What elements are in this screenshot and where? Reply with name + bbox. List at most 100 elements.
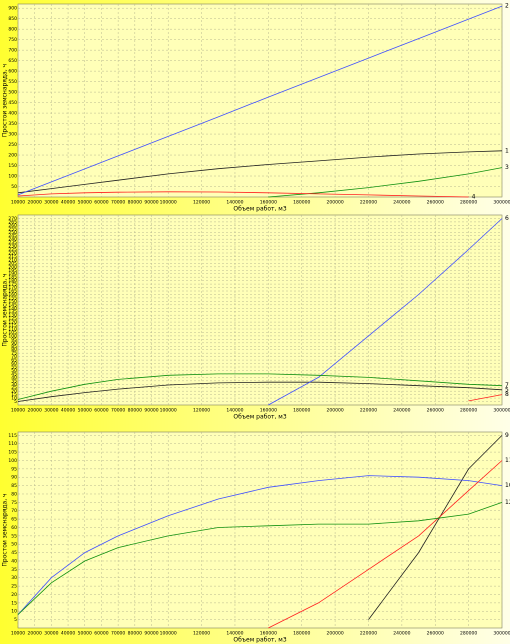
y-tick-label: 140 xyxy=(8,306,17,312)
x-tick-label: 300000 xyxy=(493,200,510,206)
x-tick-label: 200000 xyxy=(327,631,344,637)
x-tick-label: 10000 xyxy=(11,631,25,637)
x-tick-label: 140000 xyxy=(226,408,243,414)
y-tick-label: 200 xyxy=(8,264,17,270)
y-tick-label: 215 xyxy=(8,254,17,260)
y-tick-label: 900 xyxy=(8,6,17,12)
x-tick-label: 220000 xyxy=(360,408,377,414)
y-tick-label: 180 xyxy=(8,278,17,284)
x-tick-label: 120000 xyxy=(193,200,210,206)
x-tick-label: 120000 xyxy=(193,408,210,414)
x-tick-label: 50000 xyxy=(78,200,92,206)
series-line xyxy=(368,435,503,620)
y-tick-label: 5 xyxy=(14,617,17,623)
y-tick-label: 90 xyxy=(11,475,17,481)
y-tick-label: 115 xyxy=(8,323,17,329)
x-tick-label: 20000 xyxy=(28,408,42,414)
y-tick-label: 245 xyxy=(8,233,17,239)
x-tick-label: 60000 xyxy=(94,200,108,206)
series-line xyxy=(17,5,503,196)
y-tick-label: 35 xyxy=(11,378,17,384)
x-tick-label: 160000 xyxy=(260,631,277,637)
x-tick-label: 100000 xyxy=(160,631,177,637)
y-tick-label: 10 xyxy=(11,396,17,402)
x-tick-label: 100000 xyxy=(160,408,177,414)
x-tick-label: 80000 xyxy=(128,631,142,637)
series-label: 7 xyxy=(505,382,509,389)
y-tick-label: 115 xyxy=(8,433,17,439)
series-line xyxy=(468,394,503,402)
y-tick-label: 45 xyxy=(11,550,17,556)
y-tick-label: 110 xyxy=(8,441,17,447)
x-tick-label: 30000 xyxy=(44,408,58,414)
y-tick-label: 220 xyxy=(8,251,17,257)
x-tick-label: 30000 xyxy=(44,200,58,206)
y-tick-label: 230 xyxy=(8,244,17,250)
y-tick-label: 10 xyxy=(11,609,17,615)
y-tick-label: 700 xyxy=(8,48,17,54)
y-tick-label: 80 xyxy=(11,491,17,497)
y-tick-label: 175 xyxy=(8,282,17,288)
y-tick-label: 250 xyxy=(8,230,17,236)
x-tick-label: 280000 xyxy=(460,631,477,637)
y-tick-label: 70 xyxy=(11,508,17,514)
x-tick-label: 90000 xyxy=(144,408,158,414)
y-tick-label: 165 xyxy=(8,289,17,295)
y-tick-label: 75 xyxy=(11,500,17,506)
y-tick-label: 5 xyxy=(14,399,17,405)
x-tick-label: 200000 xyxy=(327,408,344,414)
y-tick-label: 125 xyxy=(8,316,17,322)
series-label: 11 xyxy=(505,457,510,464)
y-tick-label: 100 xyxy=(8,458,17,464)
y-tick-label: 110 xyxy=(8,327,17,333)
y-tick-label: 25 xyxy=(11,385,17,391)
x-tick-label: 80000 xyxy=(128,408,142,414)
x-tick-label: 140000 xyxy=(226,200,243,206)
y-axis-title: Простои земснаряда, ч xyxy=(2,64,9,137)
y-tick-label: 105 xyxy=(8,330,17,336)
x-tick-label: 90000 xyxy=(144,200,158,206)
series-label: 9 xyxy=(505,432,509,439)
y-tick-label: 250 xyxy=(8,142,17,148)
y-tick-label: 55 xyxy=(11,533,17,539)
series-line xyxy=(17,191,469,198)
series-label: 4 xyxy=(472,194,476,201)
x-tick-label: 20000 xyxy=(28,631,42,637)
y-tick-label: 260 xyxy=(8,223,17,229)
x-tick-label: 70000 xyxy=(111,200,125,206)
x-tick-label: 10000 xyxy=(11,408,25,414)
y-tick-label: 120 xyxy=(8,320,17,326)
series-label: 6 xyxy=(505,215,509,222)
y-tick-label: 50 xyxy=(11,184,17,190)
y-tick-label: 100 xyxy=(8,174,17,180)
x-tick-label: 260000 xyxy=(427,408,444,414)
x-tick-label: 40000 xyxy=(61,631,75,637)
x-axis-title: Объем работ, м3 xyxy=(233,414,286,421)
x-tick-label: 300000 xyxy=(493,631,510,637)
x-tick-label: 240000 xyxy=(393,408,410,414)
x-tick-label: 50000 xyxy=(78,408,92,414)
y-tick-label: 350 xyxy=(8,121,17,127)
y-tick-label: 60 xyxy=(11,525,17,531)
y-tick-label: 210 xyxy=(8,257,17,263)
y-tick-label: 450 xyxy=(8,100,17,106)
y-tick-label: 130 xyxy=(8,313,17,319)
x-tick-label: 70000 xyxy=(111,631,125,637)
y-tick-label: 30 xyxy=(11,382,17,388)
y-tick-label: 70 xyxy=(11,354,17,360)
y-tick-label: 40 xyxy=(11,375,17,381)
y-tick-label: 100 xyxy=(8,333,17,339)
x-tick-label: 20000 xyxy=(28,200,42,206)
y-tick-label: 90 xyxy=(11,340,17,346)
series-line xyxy=(17,150,503,194)
y-tick-label: 45 xyxy=(11,371,17,377)
y-tick-label: 170 xyxy=(8,285,17,291)
series-line xyxy=(17,475,503,615)
y-tick-label: 160 xyxy=(8,292,17,298)
y-tick-label: 65 xyxy=(11,358,17,364)
y-tick-label: 550 xyxy=(8,79,17,85)
x-tick-label: 70000 xyxy=(111,408,125,414)
y-tick-label: 65 xyxy=(11,517,17,523)
x-tick-label: 140000 xyxy=(226,631,243,637)
x-tick-label: 80000 xyxy=(128,200,142,206)
